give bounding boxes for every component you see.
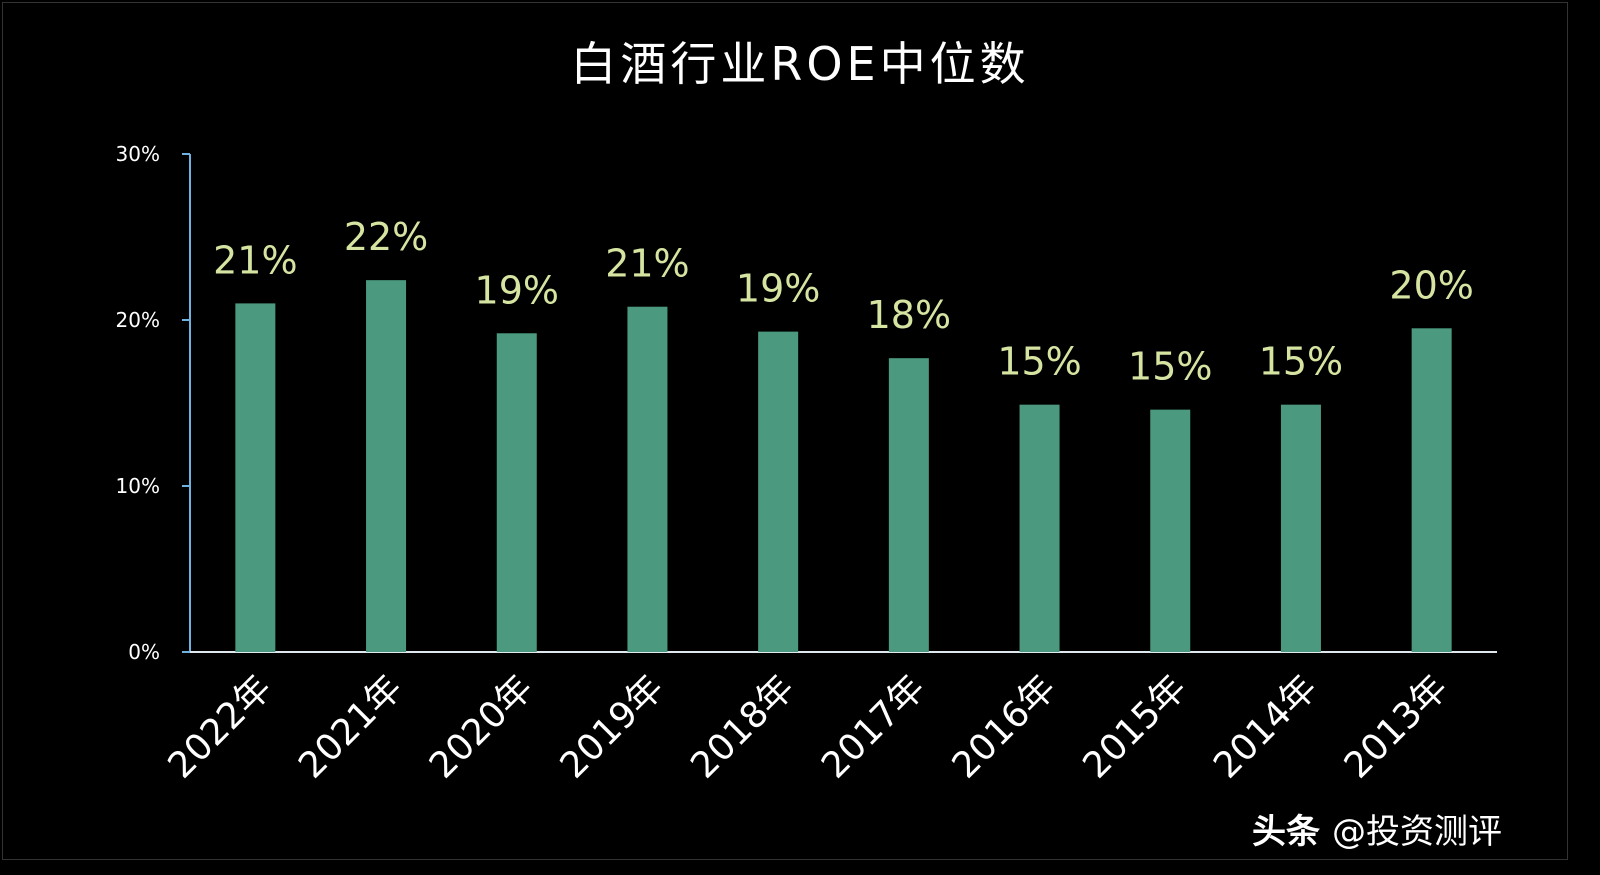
- y-tick-label: 0%: [128, 640, 160, 664]
- bar: [627, 306, 668, 652]
- x-tick-label: 2013年: [1337, 667, 1456, 786]
- watermark-handle: @投资测评: [1332, 812, 1502, 852]
- x-tick-label: 2019年: [553, 667, 672, 786]
- data-label: 15%: [1128, 345, 1212, 389]
- x-tick-label: 2018年: [683, 667, 802, 786]
- x-tick-label: 2014年: [1206, 667, 1325, 786]
- x-tick-label: 2017年: [814, 667, 933, 786]
- watermark: 头条 @投资测评: [1252, 804, 1502, 853]
- data-label: 21%: [213, 238, 297, 282]
- data-label: 15%: [1259, 340, 1343, 384]
- bar: [758, 331, 799, 652]
- bar: [496, 333, 537, 652]
- y-tick-label: 10%: [116, 474, 160, 498]
- x-tick-label: 2022年: [160, 667, 279, 786]
- data-label: 18%: [867, 293, 951, 337]
- x-tick-label: 2015年: [1075, 667, 1194, 786]
- bar: [366, 280, 407, 652]
- bar: [235, 303, 276, 652]
- data-label: 19%: [736, 267, 820, 311]
- x-tick-label: 2020年: [422, 667, 541, 786]
- bar: [1280, 404, 1321, 652]
- data-label: 20%: [1389, 263, 1473, 307]
- x-tick-label: 2021年: [291, 667, 410, 786]
- data-label: 15%: [997, 340, 1081, 384]
- data-label: 22%: [344, 215, 428, 259]
- bar: [1150, 409, 1191, 652]
- y-tick-label: 30%: [116, 142, 160, 166]
- bar: [1411, 328, 1452, 652]
- data-label: 21%: [605, 242, 689, 286]
- bar: [1019, 404, 1060, 652]
- watermark-brand: 头条: [1252, 812, 1320, 852]
- data-label: 19%: [475, 268, 559, 312]
- y-tick-label: 20%: [116, 308, 160, 332]
- x-tick-label: 2016年: [945, 667, 1064, 786]
- chart-title: 白酒行业ROE中位数: [570, 37, 1030, 91]
- bar: [888, 358, 929, 652]
